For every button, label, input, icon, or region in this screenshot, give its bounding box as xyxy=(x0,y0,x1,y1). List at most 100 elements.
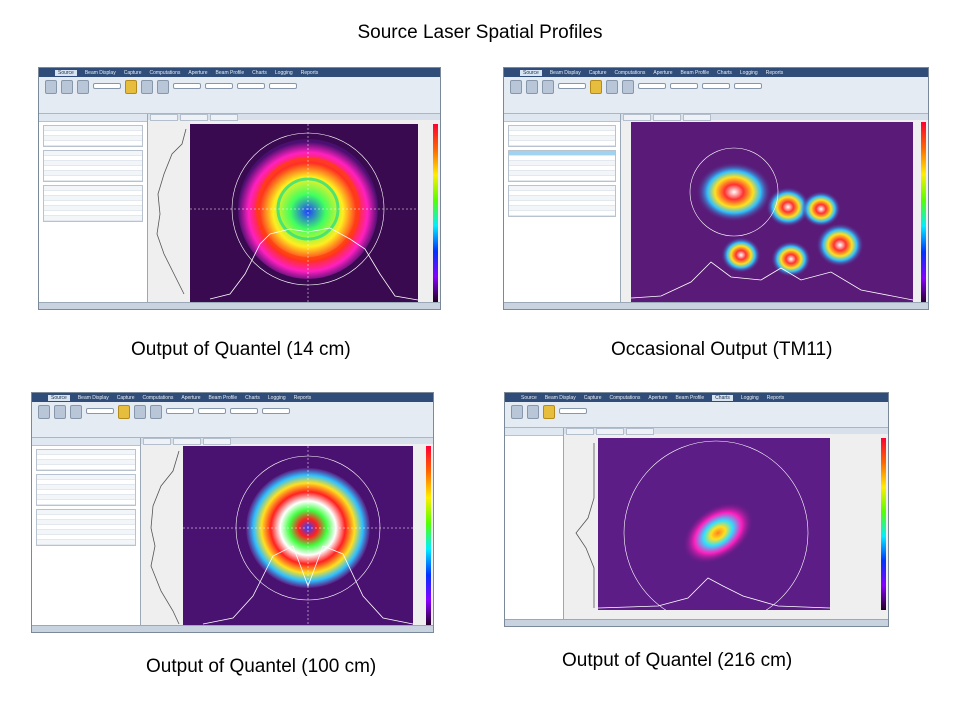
menu-aperture[interactable]: Aperture xyxy=(181,394,201,401)
power-meter-field[interactable] xyxy=(558,83,586,89)
tab-2d-beam[interactable] xyxy=(596,428,624,435)
menu-source[interactable]: Source xyxy=(520,69,542,76)
power-meter-field[interactable] xyxy=(93,83,121,89)
file-icon[interactable] xyxy=(526,80,538,94)
caption-tm11: Occasional Output (TM11) xyxy=(611,339,833,360)
menu-capture[interactable]: Capture xyxy=(583,394,602,401)
tab-3d-beam[interactable] xyxy=(626,428,654,435)
menu-capture[interactable]: Capture xyxy=(123,69,142,76)
ribbon-toolbar: Source Beam Display Capture Computations… xyxy=(32,393,433,438)
beam-lobe xyxy=(766,187,810,227)
tab-3d-beam[interactable] xyxy=(210,114,238,121)
menu-beam-profile[interactable]: Beam Profile xyxy=(208,394,238,401)
menu-computations[interactable]: Computations xyxy=(609,394,641,401)
vertical-profile-plot xyxy=(145,446,181,626)
menu-capture[interactable]: Capture xyxy=(588,69,607,76)
menu-reports[interactable]: Reports xyxy=(293,394,312,401)
star-icon[interactable] xyxy=(125,80,137,94)
beam-maker-icon[interactable] xyxy=(70,405,82,419)
trigger-field[interactable] xyxy=(702,83,730,89)
gamma-field[interactable] xyxy=(262,408,290,414)
tab-2d-beam[interactable] xyxy=(173,438,201,445)
menu-bar: Source Beam Display Capture Computations… xyxy=(504,68,928,77)
tab-start-page[interactable] xyxy=(143,438,171,445)
tab-2d-beam[interactable] xyxy=(180,114,208,121)
menu-beam-profile[interactable]: Beam Profile xyxy=(675,394,705,401)
menu-computations[interactable]: Computations xyxy=(149,69,181,76)
star-icon[interactable] xyxy=(118,405,130,419)
detector-icon[interactable] xyxy=(45,80,57,94)
tab-start-page[interactable] xyxy=(623,114,651,121)
tab-2d-beam[interactable] xyxy=(653,114,681,121)
detector-icon[interactable] xyxy=(38,405,50,419)
tab-3d-beam[interactable] xyxy=(683,114,711,121)
menu-aperture[interactable]: Aperture xyxy=(653,69,673,76)
exposure-field[interactable] xyxy=(638,83,666,89)
file-icon[interactable] xyxy=(61,80,73,94)
beam-profile-plot xyxy=(598,438,830,610)
tab-start-page[interactable] xyxy=(566,428,594,435)
menu-computations[interactable]: Computations xyxy=(614,69,646,76)
star-icon[interactable] xyxy=(590,80,602,94)
menu-aperture[interactable]: Aperture xyxy=(188,69,208,76)
beam-lobe xyxy=(696,162,772,222)
menu-charts[interactable]: Charts xyxy=(717,69,732,76)
power-meter-field[interactable] xyxy=(86,408,114,414)
gamma-field[interactable] xyxy=(269,83,297,89)
status-bar xyxy=(32,625,433,632)
gain-field[interactable] xyxy=(198,408,226,414)
detector-icon[interactable] xyxy=(510,80,522,94)
menu-logging[interactable]: Logging xyxy=(267,394,286,401)
gamma-field[interactable] xyxy=(734,83,762,89)
menu-charts[interactable]: Charts xyxy=(245,394,260,401)
menu-reports[interactable]: Reports xyxy=(300,69,319,76)
menu-aperture[interactable]: Aperture xyxy=(648,394,668,401)
menu-beam-profile[interactable]: Beam Profile xyxy=(215,69,245,76)
menu-capture[interactable]: Capture xyxy=(116,394,135,401)
gain-field[interactable] xyxy=(670,83,698,89)
menu-charts[interactable]: Charts xyxy=(252,69,267,76)
chart-tool-icon[interactable] xyxy=(511,405,523,419)
results-panel xyxy=(505,428,564,619)
trigger-field[interactable] xyxy=(230,408,258,414)
menu-logging[interactable]: Logging xyxy=(274,69,293,76)
auto-setup-icon[interactable] xyxy=(606,80,618,94)
menu-computations[interactable]: Computations xyxy=(142,394,174,401)
results-panel xyxy=(504,114,621,302)
menu-logging[interactable]: Logging xyxy=(739,69,758,76)
auto-setup-icon[interactable] xyxy=(134,405,146,419)
menu-beam-display[interactable]: Beam Display xyxy=(84,69,116,76)
tab-start-page[interactable] xyxy=(150,114,178,121)
trigger-field[interactable] xyxy=(237,83,265,89)
menu-reports[interactable]: Reports xyxy=(765,69,784,76)
menu-logging[interactable]: Logging xyxy=(740,394,759,401)
beam-maker-icon[interactable] xyxy=(542,80,554,94)
auto-x-icon[interactable] xyxy=(157,80,169,94)
gain-field[interactable] xyxy=(205,83,233,89)
menu-source[interactable]: Source xyxy=(521,394,537,401)
auto-x-icon[interactable] xyxy=(150,405,162,419)
beam-view xyxy=(564,428,888,619)
file-icon[interactable] xyxy=(54,405,66,419)
chart-tool-icon[interactable] xyxy=(543,405,555,419)
beam-maker-icon[interactable] xyxy=(77,80,89,94)
status-bar xyxy=(505,619,888,626)
menu-beam-display[interactable]: Beam Display xyxy=(544,394,576,401)
menu-charts[interactable]: Charts xyxy=(712,394,733,401)
menu-source[interactable]: Source xyxy=(48,394,70,401)
results-panel xyxy=(39,114,148,302)
menu-beam-display[interactable]: Beam Display xyxy=(549,69,581,76)
exposure-field[interactable] xyxy=(173,83,201,89)
vertical-profile-plot xyxy=(152,124,188,302)
chart-tool-icon[interactable] xyxy=(527,405,539,419)
menu-source[interactable]: Source xyxy=(55,69,77,76)
auto-setup-icon[interactable] xyxy=(141,80,153,94)
menu-beam-display[interactable]: Beam Display xyxy=(77,394,109,401)
menu-reports[interactable]: Reports xyxy=(766,394,785,401)
beam-view xyxy=(148,114,440,302)
menu-beam-profile[interactable]: Beam Profile xyxy=(680,69,710,76)
auto-x-icon[interactable] xyxy=(622,80,634,94)
exposure-field[interactable] xyxy=(166,408,194,414)
chart-option-field[interactable] xyxy=(559,408,587,414)
tab-3d-beam[interactable] xyxy=(203,438,231,445)
